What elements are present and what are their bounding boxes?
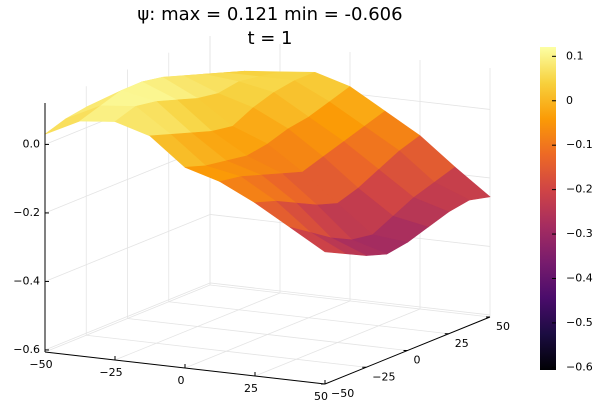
colorbar-tick-label: −0.3	[566, 227, 593, 240]
grid-line	[44, 282, 211, 351]
y-tick-label: 50	[496, 320, 510, 333]
x-tick-label: 25	[244, 382, 258, 395]
colorbar-tick-label: −0.1	[566, 138, 593, 151]
colorbar-tick-label: −0.6	[566, 360, 593, 373]
grid-line	[127, 318, 408, 351]
colorbar-tick-label: −0.5	[566, 316, 593, 329]
x-tick-label: −25	[99, 366, 122, 379]
grid-line	[209, 284, 491, 318]
grid-line	[209, 282, 491, 316]
z-tick-label: 0.0	[23, 137, 41, 150]
grid-line	[168, 301, 449, 335]
y-tick-label: 0	[414, 354, 421, 367]
chart-subtitle: t = 1	[247, 28, 292, 49]
colorbar-tick-label: 0.1	[566, 49, 584, 62]
z-tick-label: −0.4	[13, 274, 40, 287]
z-tick-label: −0.6	[13, 343, 40, 356]
grid-line	[86, 334, 367, 368]
y-tick-label: −50	[331, 387, 354, 400]
colorbar-tick-label: 0	[566, 94, 573, 107]
surface-patch	[289, 226, 346, 254]
chart-title: ψ: max = 0.121 min = -0.606	[137, 4, 402, 25]
y-tick-label: −25	[372, 370, 395, 383]
colorbar-tick-label: −0.4	[566, 271, 593, 284]
z-tick-label: −0.2	[13, 206, 40, 219]
x-tick-label: 0	[178, 374, 185, 387]
grid-line	[44, 214, 211, 282]
x-tick-label: −50	[29, 358, 52, 371]
y-tick-label: 25	[455, 337, 469, 350]
colorbar-tick-label: −0.2	[566, 183, 593, 196]
colorbar	[540, 47, 556, 370]
x-tick-label: 50	[314, 390, 328, 400]
